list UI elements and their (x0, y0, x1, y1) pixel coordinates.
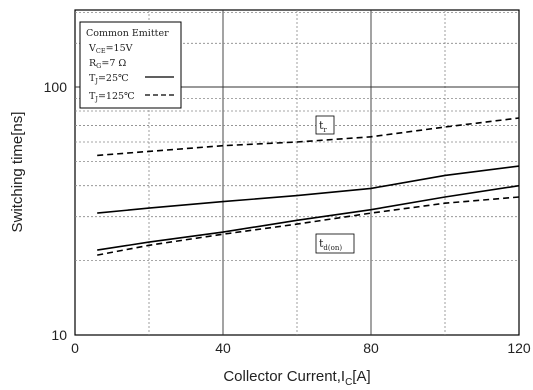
x-axis-label-sub: C (345, 377, 352, 388)
annotation-tdon: td(on) (315, 233, 355, 254)
series-line-0 (97, 165, 520, 214)
legend-vce: VCE=15V (88, 43, 133, 55)
annotation-tdon-box (315, 233, 355, 254)
x-tick-label: 80 (363, 340, 379, 356)
x-axis-label-main: Collector Current,I (223, 368, 345, 385)
series-line-3 (97, 196, 520, 256)
x-axis-label: Collector Current,IC[A] (223, 368, 370, 388)
legend: Common Emitter VCE=15V RG=7 Ω TJ=25℃ TJ=… (79, 21, 182, 109)
series-line-1 (97, 117, 520, 157)
series-line-2 (97, 184, 520, 251)
x-tick-label: 40 (215, 340, 231, 356)
annotation-tdon-text: td(on) (319, 237, 342, 252)
annotation-tr-text: tr (319, 119, 327, 134)
annotation-tr-box (315, 115, 335, 135)
tick-labels: 0 40 80 120 10 100 (44, 79, 531, 356)
legend-tj125: TJ=125℃ (89, 91, 135, 103)
y-tick-label: 10 (51, 327, 67, 343)
legend-rg: RG=7 Ω (89, 58, 126, 70)
y-tick-label: 100 (44, 79, 68, 95)
legend-tj25: TJ=25℃ (89, 73, 129, 85)
x-tick-label: 0 (71, 340, 79, 356)
annotation-tr: tr (315, 115, 335, 135)
legend-title: Common Emitter (86, 28, 169, 39)
series-group (97, 117, 520, 256)
x-axis-label-unit: [A] (352, 368, 370, 385)
y-axis-label: Switching time[ns] (9, 112, 26, 233)
x-tick-label: 120 (507, 340, 531, 356)
legend-box (79, 21, 182, 109)
